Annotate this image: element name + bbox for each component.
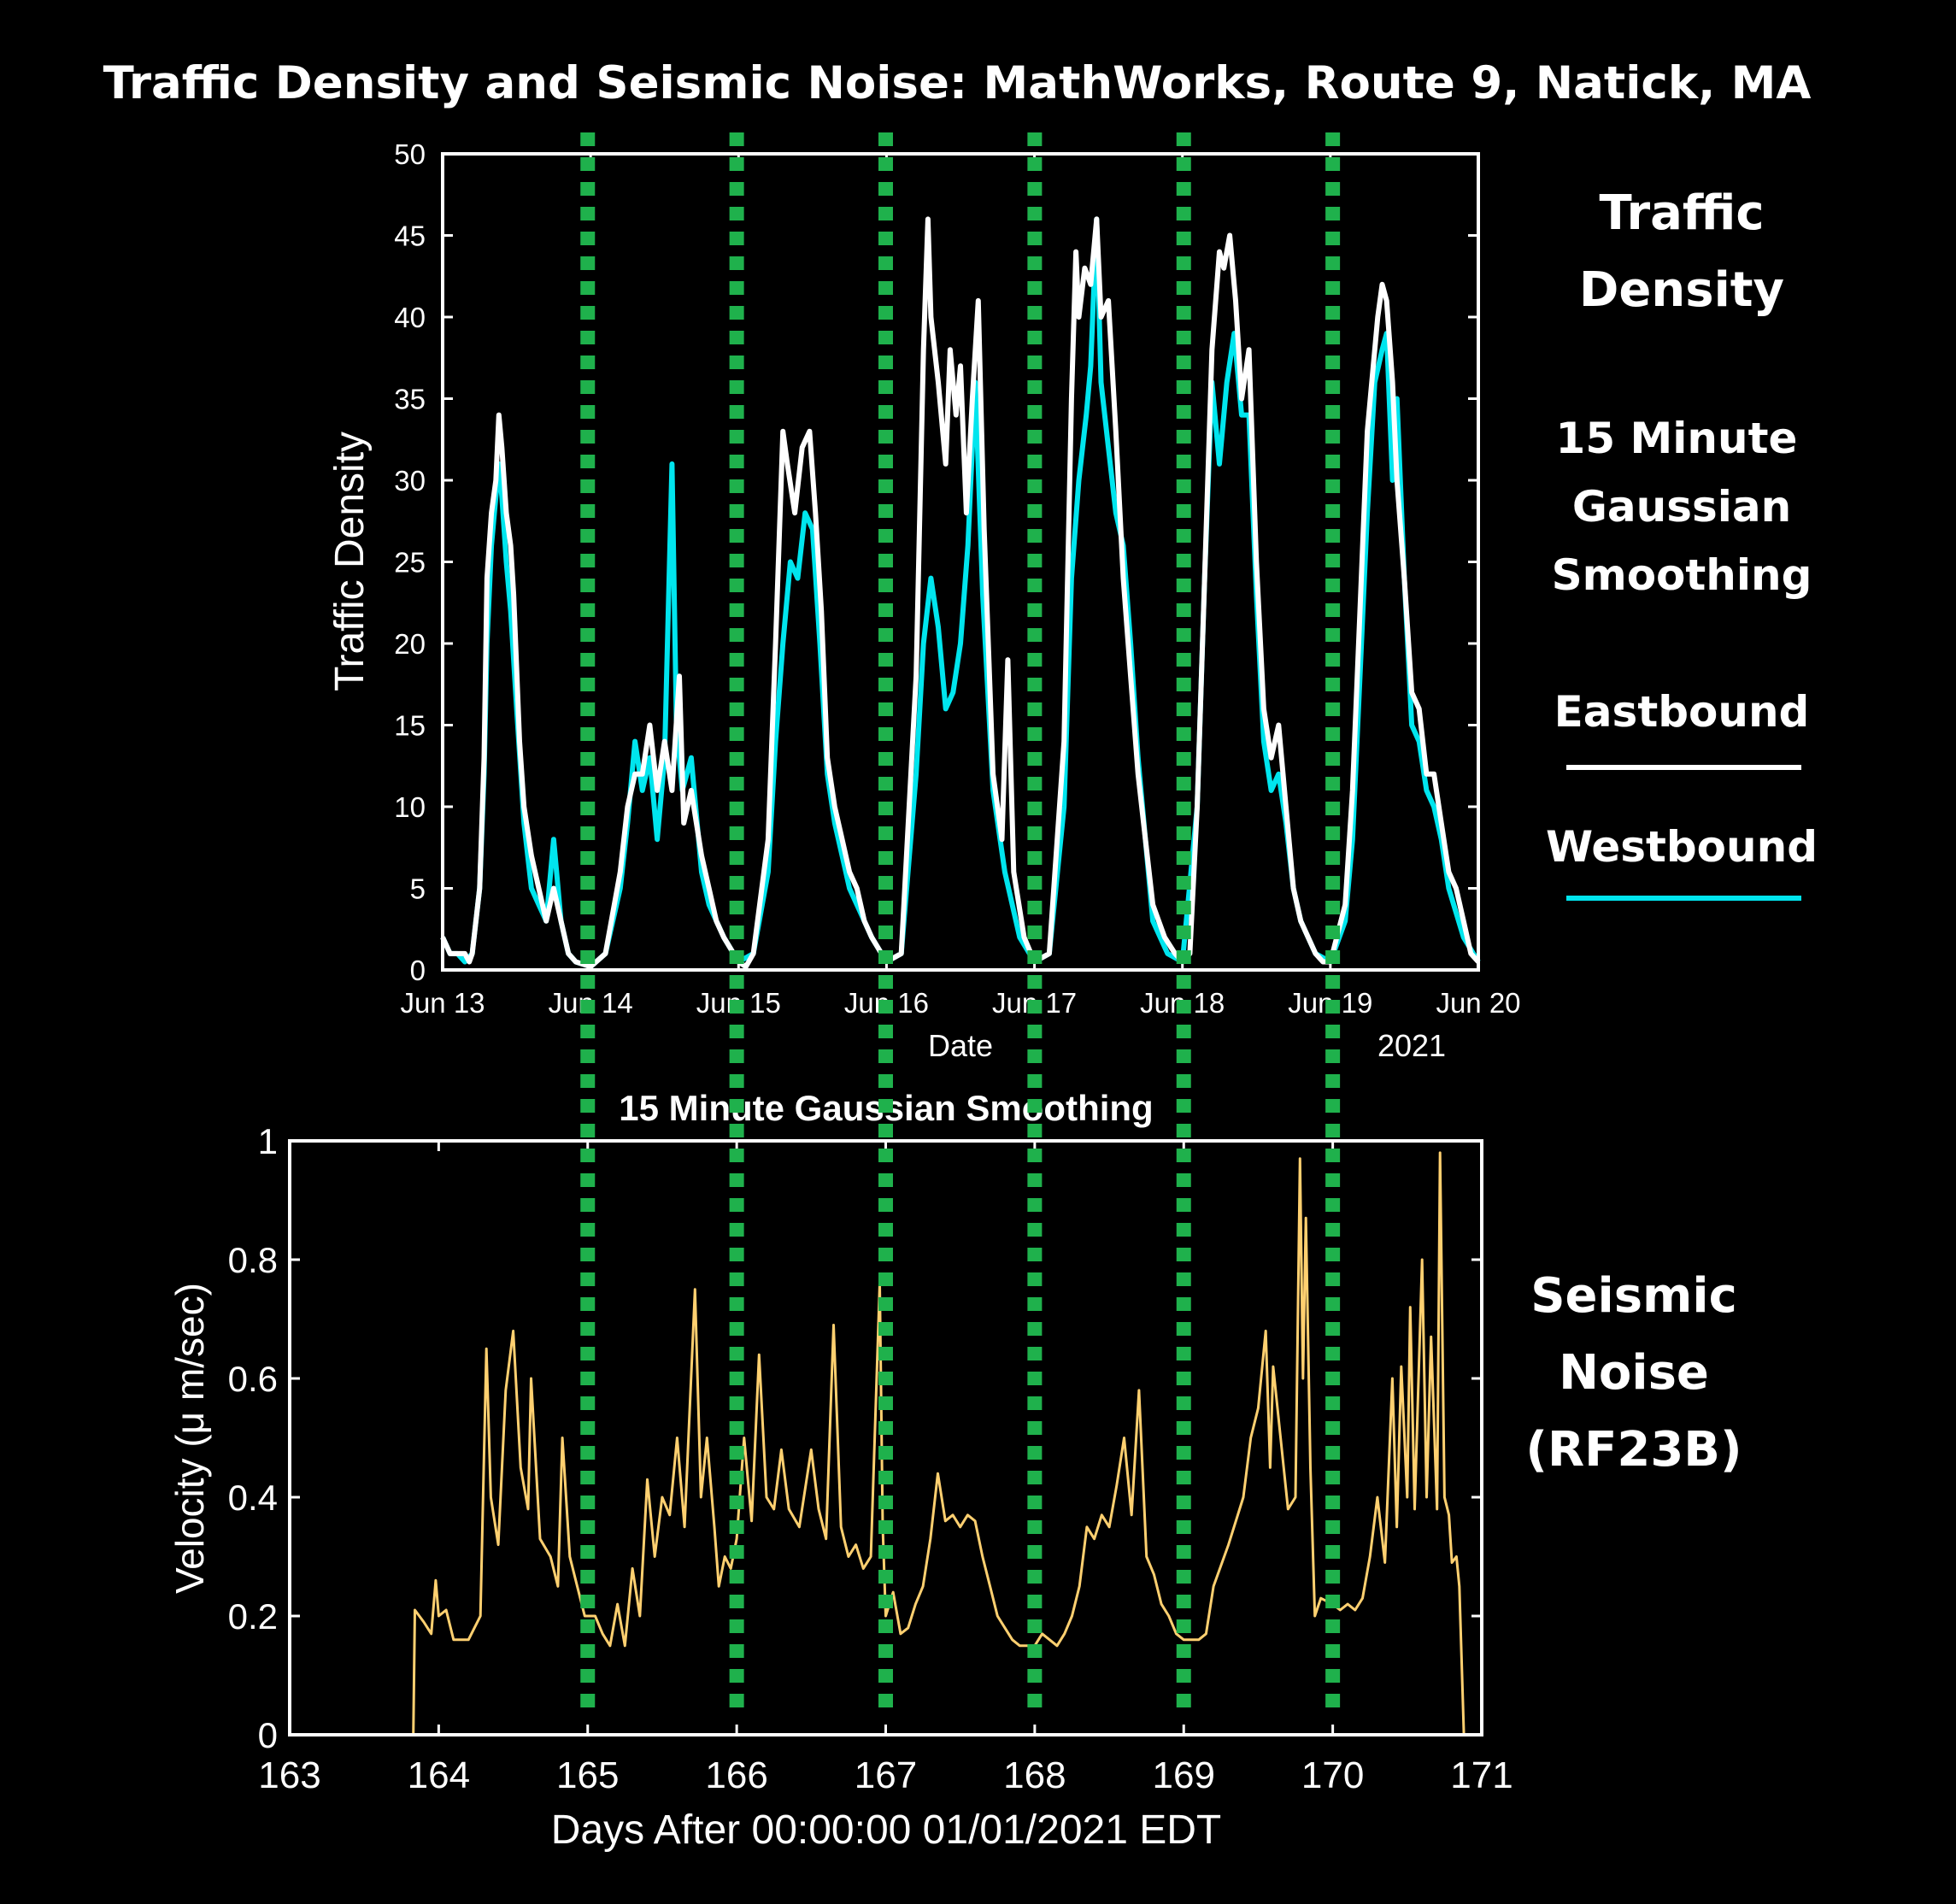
seismic-ylabel: Velocity (μ m/sec) [167, 1283, 212, 1594]
x-tick-label: Jun 20 [1436, 987, 1520, 1019]
y-tick-label: 50 [394, 138, 426, 170]
y-tick-label: 20 [394, 628, 426, 660]
seismic-x-axis: 163 164 165 166 167 168 169 170 171 [258, 1141, 1513, 1796]
y-tick-label: 0.6 [228, 1359, 278, 1399]
traffic-y-axis: 0 5 10 15 20 25 30 35 40 45 50 [394, 138, 1478, 986]
y-tick-label: 10 [394, 791, 426, 823]
y-tick-label: 30 [394, 465, 426, 497]
traffic-year-label: 2021 [1377, 1028, 1446, 1063]
y-tick-label: 1 [258, 1121, 278, 1161]
traffic-density-label-line1: Traffic [1599, 185, 1764, 241]
seismic-y-axis: 0 0.2 0.4 0.6 0.8 1 [228, 1121, 1482, 1755]
smoothing-label-line2: Gaussian [1572, 482, 1791, 532]
y-tick-label: 25 [394, 547, 426, 579]
traffic-series-layer [440, 216, 1481, 970]
x-tick-label: 169 [1153, 1754, 1215, 1796]
x-tick-label: 171 [1450, 1754, 1513, 1796]
traffic-ylabel: Traffic Density [327, 432, 373, 691]
traffic-density-label-line2: Density [1579, 262, 1784, 318]
y-tick-label: 0.4 [228, 1478, 278, 1518]
x-tick-label: 170 [1301, 1754, 1364, 1796]
seismic-label-line1: Seismic [1530, 1268, 1737, 1324]
series-line-seismic [412, 1151, 1466, 1736]
legend-eastbound-label: Eastbound [1554, 687, 1810, 737]
y-tick-label: 40 [394, 302, 426, 333]
y-tick-label: 0.2 [228, 1596, 278, 1637]
x-tick-label: 167 [855, 1754, 917, 1796]
side-panel: Traffic Density 15 Minute Gaussian Smoot… [1525, 185, 1818, 1478]
y-tick-label: 0 [258, 1715, 278, 1755]
seismic-label-line3: (RF23B) [1525, 1422, 1742, 1478]
x-tick-label: 166 [705, 1754, 767, 1796]
day-marker-lines [580, 132, 1341, 1718]
y-tick-label: 0 [410, 955, 426, 986]
x-tick-label: 163 [258, 1754, 320, 1796]
y-tick-label: 45 [394, 220, 426, 252]
seismic-xlabel: Days After 00:00:00 01/01/2021 EDT [551, 1807, 1222, 1853]
seismic-series-layer [412, 1151, 1466, 1736]
page-title: Traffic Density and Seismic Noise: MathW… [103, 57, 1812, 109]
traffic-xlabel: Date [928, 1028, 993, 1063]
smoothing-label-line3: Smoothing [1552, 550, 1812, 600]
x-tick-label: 168 [1003, 1754, 1066, 1796]
legend-westbound-label: Westbound [1546, 822, 1818, 872]
y-tick-label: 15 [394, 710, 426, 742]
y-tick-label: 5 [410, 873, 426, 905]
x-tick-label: Jun 13 [400, 987, 485, 1019]
y-tick-label: 0.8 [228, 1240, 278, 1280]
x-tick-label: 164 [408, 1754, 470, 1796]
series-line-eastbound [440, 216, 1481, 970]
x-tick-label: 165 [556, 1754, 619, 1796]
seismic-noise-chart: 15 Minute Gaussian Smoothing 00.20.40.60… [167, 1088, 1513, 1853]
seismic-label-line2: Noise [1559, 1345, 1709, 1401]
smoothing-label-line1: 15 Minute [1556, 414, 1798, 463]
y-tick-label: 35 [394, 384, 426, 415]
